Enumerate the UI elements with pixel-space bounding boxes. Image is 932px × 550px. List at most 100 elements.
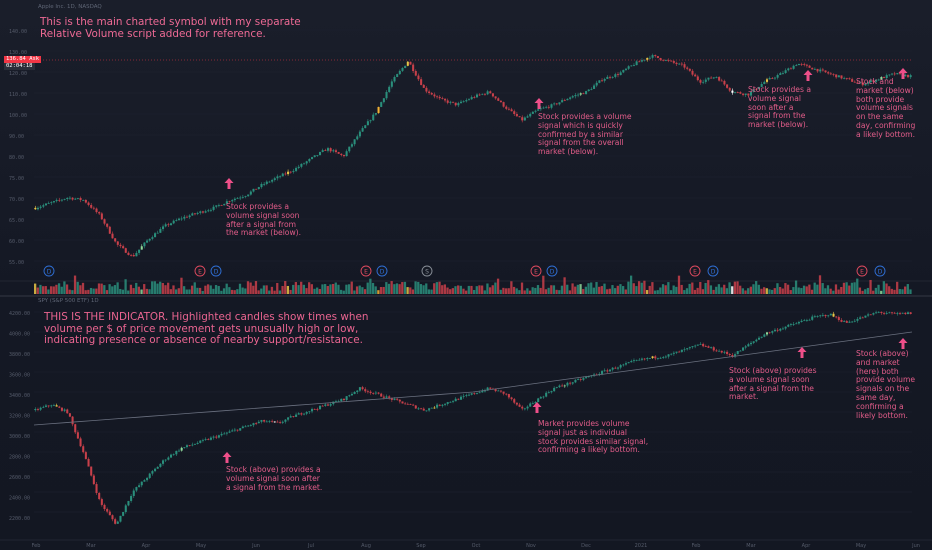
top-candle xyxy=(659,57,662,60)
bottom-candle xyxy=(212,436,215,438)
top-candle xyxy=(100,213,103,220)
bottom-candle xyxy=(813,316,816,318)
top-candle xyxy=(297,166,300,168)
volume-bar xyxy=(196,287,199,294)
volume-bar xyxy=(52,286,55,294)
top-candle xyxy=(664,59,667,61)
bottom-candle xyxy=(100,499,103,505)
volume-bar xyxy=(124,279,127,294)
top-y-tick-label: 55.00 xyxy=(9,260,24,266)
bottom-candle xyxy=(68,413,71,417)
volume-bar xyxy=(856,278,859,294)
bottom-candle xyxy=(523,408,526,410)
bottom-y-tick-label: 4000.00 xyxy=(9,332,30,338)
bottom-candle xyxy=(303,413,306,415)
top-candle xyxy=(598,80,601,83)
volume-bar xyxy=(592,287,595,294)
bottom-candle xyxy=(417,408,420,410)
top-candle xyxy=(223,203,226,206)
top-candle xyxy=(47,203,50,204)
top-candle xyxy=(678,63,681,65)
volume-bar xyxy=(462,288,465,294)
volume-bar xyxy=(113,285,117,294)
bottom-candle xyxy=(372,393,375,394)
top-candle xyxy=(292,170,295,172)
volume-bar xyxy=(834,284,838,294)
volume-bar xyxy=(534,287,537,294)
volume-bar xyxy=(752,284,755,294)
top-candle xyxy=(87,202,90,205)
x-axis-label: Oct xyxy=(472,543,481,549)
top-candle xyxy=(760,83,763,87)
volume-bar xyxy=(526,288,529,294)
bottom-candle xyxy=(39,407,42,410)
bottom-candle xyxy=(542,396,545,398)
volume-bar xyxy=(826,285,830,294)
volume-bar xyxy=(103,285,106,294)
bottom-candle xyxy=(819,315,822,317)
volume-bar xyxy=(403,281,407,294)
bottom-candle xyxy=(614,367,617,369)
volume-bar xyxy=(222,288,226,294)
volume-bar xyxy=(621,286,625,294)
volume-bar xyxy=(63,281,66,294)
top-y-tick-label: 80.00 xyxy=(9,155,24,161)
bottom-candle xyxy=(755,339,758,342)
volume-bar xyxy=(459,285,462,294)
volume-bar xyxy=(49,286,53,294)
volume-bar xyxy=(483,290,486,294)
volume-bar xyxy=(792,287,795,294)
top-candle xyxy=(808,65,811,68)
top-candle xyxy=(478,94,481,96)
event-marker-label: E xyxy=(364,268,368,275)
bottom-candle xyxy=(502,391,505,394)
bottom-candle xyxy=(279,422,282,423)
top-candle xyxy=(233,198,236,201)
volume-bar xyxy=(310,284,313,294)
top-candle xyxy=(750,91,753,96)
top-candle xyxy=(135,252,138,257)
top-candle xyxy=(84,199,87,203)
volume-bar xyxy=(757,284,760,294)
volume-bar xyxy=(563,277,566,294)
bottom-candle xyxy=(843,321,846,322)
volume-bar xyxy=(590,282,593,294)
top-candle xyxy=(803,64,806,65)
top-candle xyxy=(465,100,468,102)
bottom-y-tick-label: 4200.00 xyxy=(9,311,30,317)
volume-bar xyxy=(395,283,399,294)
bottom-candle xyxy=(414,405,417,409)
volume-bar xyxy=(260,288,263,294)
volume-bar xyxy=(95,288,98,294)
bottom-candle xyxy=(252,423,255,426)
volume-bar xyxy=(778,286,782,294)
volume-bar xyxy=(858,287,862,294)
volume-bar xyxy=(606,289,609,294)
volume-bar xyxy=(866,287,870,294)
bottom-candle xyxy=(763,334,766,337)
bottom-candle xyxy=(271,420,274,422)
volume-bar xyxy=(273,290,276,294)
top-candle xyxy=(324,150,327,151)
volume-bar xyxy=(531,287,534,294)
top-candle xyxy=(606,76,609,79)
top-candle xyxy=(215,205,218,207)
top-candle xyxy=(34,207,37,210)
top-candle xyxy=(428,91,431,93)
volume-bar xyxy=(204,285,207,294)
bottom-candle xyxy=(350,393,353,396)
bottom-candle xyxy=(382,396,385,398)
top-candle xyxy=(550,104,553,108)
top-candle xyxy=(811,67,814,70)
volume-bar xyxy=(904,286,907,294)
volume-bar xyxy=(587,283,590,294)
top-candle xyxy=(236,197,239,199)
bottom-candle xyxy=(71,416,74,425)
bottom-candle xyxy=(888,312,891,314)
volume-bar xyxy=(784,283,787,294)
volume-bar xyxy=(39,284,42,294)
volume-bar xyxy=(552,285,556,294)
bottom-candle xyxy=(76,432,79,439)
volume-bar xyxy=(401,282,404,294)
